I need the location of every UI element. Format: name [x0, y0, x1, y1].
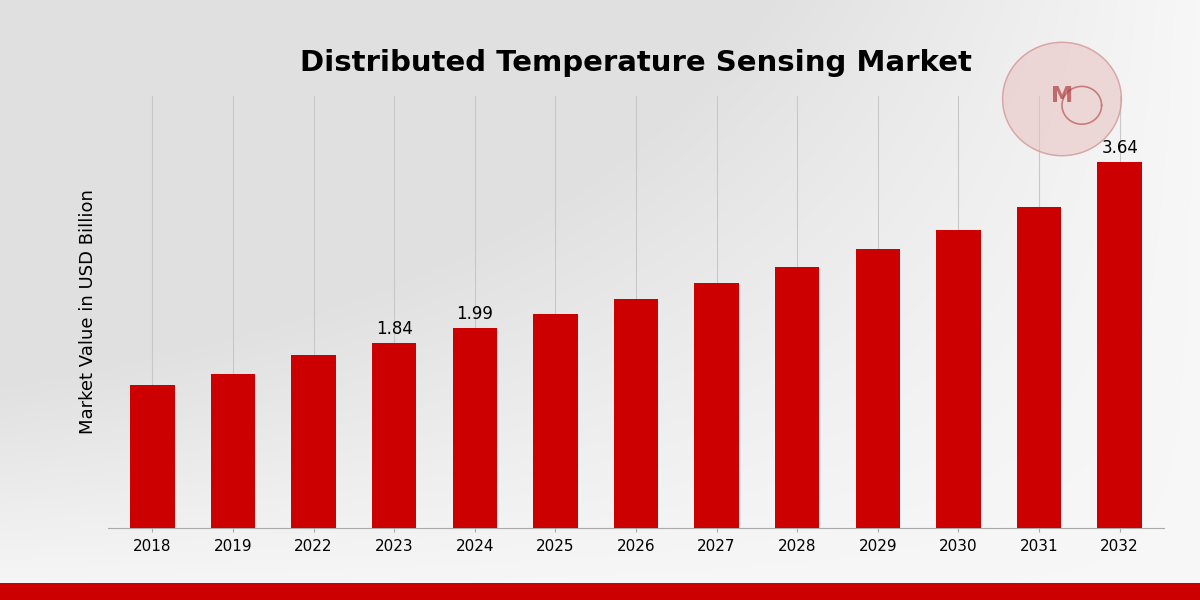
- Polygon shape: [1003, 43, 1122, 155]
- Bar: [695, 283, 739, 528]
- Title: Distributed Temperature Sensing Market: Distributed Temperature Sensing Market: [300, 49, 972, 77]
- Bar: [452, 328, 497, 528]
- Y-axis label: Market Value in USD Billion: Market Value in USD Billion: [79, 190, 97, 434]
- Bar: [1016, 206, 1061, 528]
- Bar: [211, 374, 256, 528]
- Text: 3.64: 3.64: [1102, 139, 1138, 157]
- Bar: [856, 249, 900, 528]
- Bar: [292, 355, 336, 528]
- Bar: [775, 267, 820, 528]
- Text: 1.99: 1.99: [456, 305, 493, 323]
- Bar: [130, 385, 174, 528]
- Bar: [936, 230, 980, 528]
- Bar: [372, 343, 416, 528]
- Bar: [1098, 163, 1142, 528]
- Text: 1.84: 1.84: [376, 320, 413, 338]
- Text: M: M: [1051, 86, 1073, 106]
- Bar: [614, 299, 658, 528]
- Bar: [533, 314, 577, 528]
